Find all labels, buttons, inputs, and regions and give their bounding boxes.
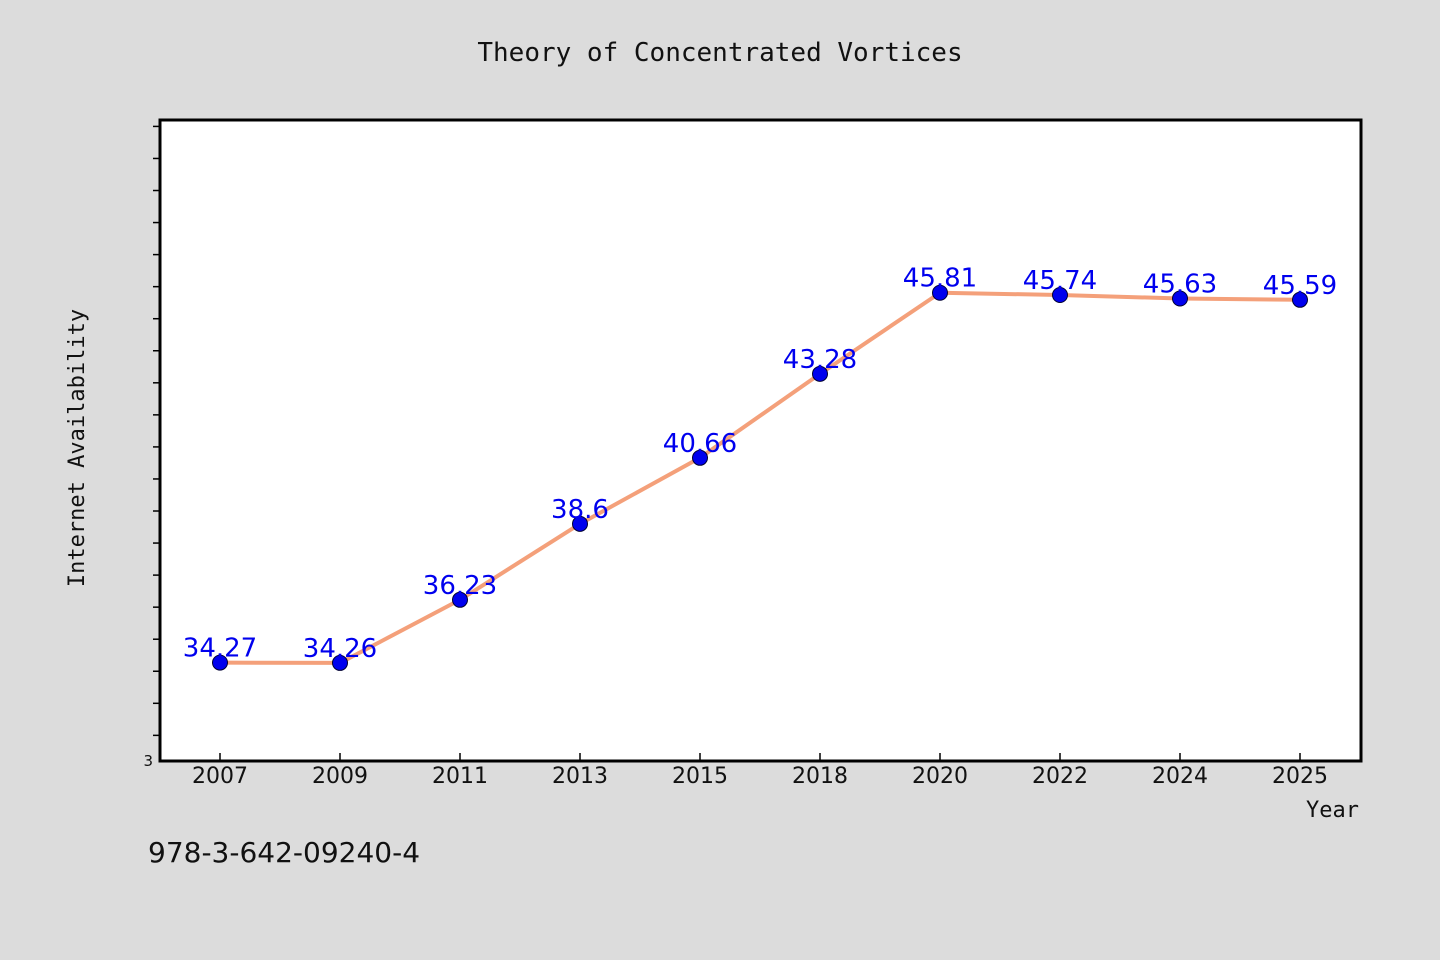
data-point [932,284,948,301]
data-point [572,515,588,532]
data-label: 38.6 [551,495,609,525]
x-tick-label: 2022 [1032,764,1088,789]
data-label: 45.74 [1023,266,1097,296]
data-label: 45.81 [903,264,977,294]
x-tick-label: 2013 [552,764,608,789]
data-label: 34.26 [303,634,377,664]
data-point [812,365,828,382]
data-point [1172,290,1188,307]
x-tick-label: 2011 [432,764,488,789]
data-point [212,654,228,671]
x-tick-label: 2024 [1152,764,1208,789]
x-tick-label: 2015 [672,764,728,789]
data-label: 45.59 [1263,271,1337,301]
data-label: 45.63 [1143,270,1217,300]
isbn-text: 978-3-642-09240-4 [148,836,420,869]
x-tick-label: 2009 [312,764,368,789]
x-axis-tick-labels: 2007 2009 2011 2013 2015 2018 2020 2022 2024 2025 [192,764,1328,789]
data-label: 43.28 [783,345,857,375]
x-tick-label: 2018 [792,764,848,789]
data-point [692,449,708,466]
series-line [219,290,1301,665]
x-tick-label: 2020 [912,764,968,789]
series-layer: 34.27 34.26 36.23 38.6 40.66 43.28 45.81 45.74 4… [183,264,1337,671]
x-axis-ticks [219,753,1301,761]
data-point [1292,291,1308,308]
data-label: 34.27 [183,634,257,664]
y-tick-label: 3 [143,752,153,770]
y-axis-ticks [153,125,160,737]
x-tick-label: 2025 [1272,764,1328,789]
x-axis-label: Year [1306,798,1359,823]
x-tick-label: 2007 [192,764,248,789]
chart-title: Theory of Concentrated Vortices [477,38,962,68]
data-label: 40.66 [663,429,737,459]
y-axis-label: Internet Availability [65,309,90,587]
data-point [452,591,468,608]
data-label: 36.23 [423,571,497,601]
data-point [332,654,348,671]
data-point [1052,286,1068,303]
